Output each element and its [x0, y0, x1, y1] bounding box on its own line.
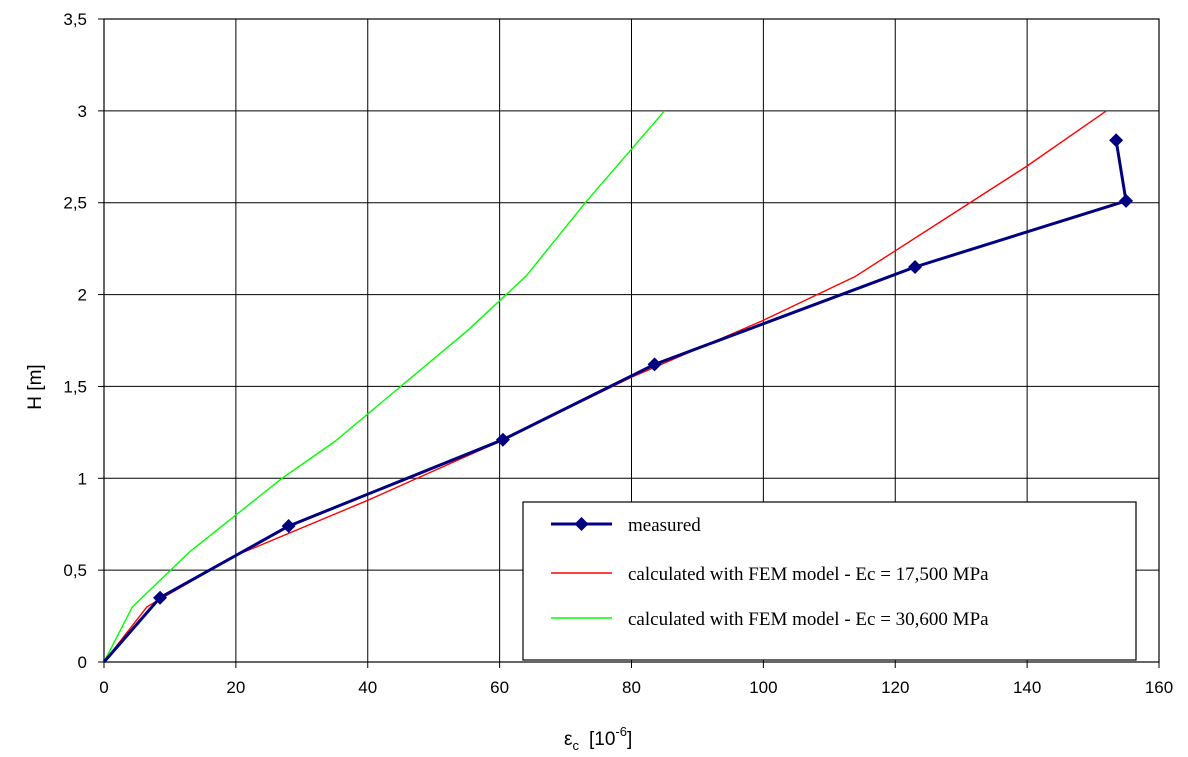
x-axis-label-unit: [10	[589, 729, 615, 750]
measured-point	[153, 590, 168, 605]
y-axis-label: H [m]	[25, 364, 46, 409]
y-tick-label: 2	[78, 286, 87, 305]
x-tick-label: 60	[490, 678, 509, 697]
legend-label-fem-17500: calculated with FEM model - Ec = 17,500 …	[628, 564, 989, 585]
series-group	[102, 110, 1134, 663]
legend-marker-measured	[574, 517, 589, 531]
measured-point	[1119, 193, 1134, 208]
y-tick-label: 1,5	[63, 377, 87, 396]
legend-box	[522, 501, 1137, 661]
x-tick-label: 120	[881, 678, 909, 697]
measured-point	[647, 357, 662, 372]
grid	[104, 19, 1159, 662]
y-tick-label: 2,5	[63, 194, 87, 213]
y-tick-label: 0	[78, 653, 87, 672]
x-axis-label-exponent: -6	[615, 724, 627, 739]
x-axis-label-symbol: ε	[564, 729, 573, 750]
x-axis-label-subscript: c	[572, 738, 579, 753]
x-tick-label: 100	[749, 678, 777, 697]
y-tick-label: 1	[78, 469, 87, 488]
measured-point	[908, 260, 923, 275]
y-tick-label: 0,5	[63, 561, 87, 580]
measured-point	[1109, 133, 1124, 148]
legend-label-measured: measured	[628, 515, 701, 536]
x-axis-label-close: ]	[627, 729, 632, 750]
legend: measured calculated with FEM model - Ec …	[522, 501, 1137, 661]
x-tick-label: 80	[622, 678, 641, 697]
x-tick-label: 20	[226, 678, 245, 697]
measured-point	[495, 432, 510, 447]
x-tick-label: 140	[1013, 678, 1041, 697]
x-tick-label: 40	[358, 678, 377, 697]
y-tick-label: 3,5	[63, 10, 87, 29]
measured-point	[281, 519, 296, 534]
series-line-2	[103, 110, 666, 663]
axis-ticks: 0 20 40 60 80 100 120 140 160 0 0,5 1 1,5 2 2,5 3 3,5	[63, 10, 1173, 697]
x-axis-label: εc [10-6]	[564, 724, 632, 753]
series-line-0	[102, 140, 1128, 663]
x-tick-label: 0	[99, 678, 108, 697]
y-tick-label: 3	[78, 102, 87, 121]
x-tick-label: 160	[1145, 678, 1173, 697]
legend-label-fem-30600: calculated with FEM model - Ec = 30,600 …	[628, 609, 989, 630]
